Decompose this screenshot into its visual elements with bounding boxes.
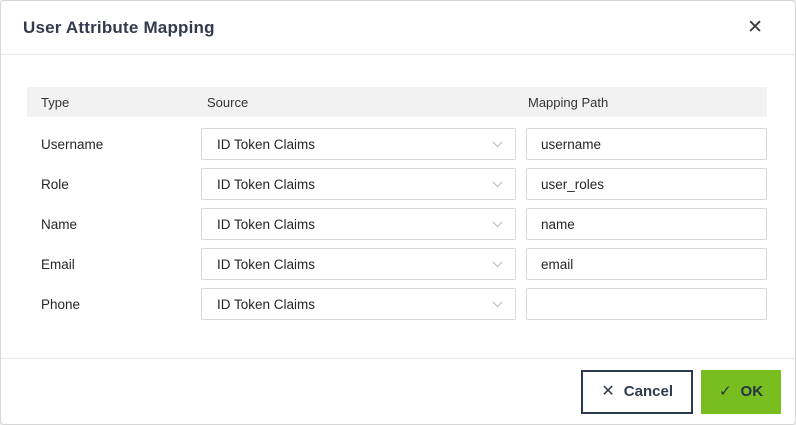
table-body: Username ID Token Claims Role ID Token C… <box>27 128 795 320</box>
mapping-path-input[interactable] <box>526 208 767 240</box>
table-row: Username ID Token Claims <box>27 128 767 160</box>
source-select[interactable]: ID Token Claims <box>201 128 516 160</box>
chevron-down-icon <box>492 301 503 308</box>
mapping-path-input[interactable] <box>526 168 767 200</box>
attribute-type-label: Email <box>41 256 75 272</box>
mapping-path-input[interactable] <box>526 288 767 320</box>
chevron-down-icon <box>492 221 503 228</box>
column-header-mapping-path: Mapping Path <box>528 94 609 110</box>
source-select-value: ID Token Claims <box>217 216 316 232</box>
source-select-value: ID Token Claims <box>217 296 316 312</box>
cancel-button-label: Cancel <box>623 383 673 400</box>
table-row: Name ID Token Claims <box>27 208 767 240</box>
dialog-header: User Attribute Mapping ✕ <box>1 1 795 55</box>
ok-check-icon: ✓ <box>718 383 732 400</box>
column-header-source: Source <box>207 94 249 110</box>
attribute-type-label: Name <box>41 216 78 232</box>
column-header-type: Type <box>41 94 70 110</box>
source-select[interactable]: ID Token Claims <box>201 248 516 280</box>
source-select[interactable]: ID Token Claims <box>201 168 516 200</box>
mapping-table: Type Source Mapping Path Username ID Tok… <box>1 55 795 320</box>
attribute-type-label: Username <box>41 136 104 152</box>
table-header-row: Type Source Mapping Path <box>27 87 767 117</box>
source-select-value: ID Token Claims <box>217 136 316 152</box>
source-select[interactable]: ID Token Claims <box>201 288 516 320</box>
table-row: Phone ID Token Claims <box>27 288 767 320</box>
chevron-down-icon <box>492 261 503 268</box>
table-row: Role ID Token Claims <box>27 168 767 200</box>
close-icon[interactable]: ✕ <box>747 17 763 38</box>
dialog-footer: ✕ Cancel ✓ OK <box>1 358 795 424</box>
ok-button-label: OK <box>740 383 764 400</box>
dialog-title: User Attribute Mapping <box>23 17 215 37</box>
table-row: Email ID Token Claims <box>27 248 767 280</box>
attribute-type-label: Role <box>41 176 69 192</box>
chevron-down-icon <box>492 181 503 188</box>
cancel-x-icon: ✕ <box>601 382 615 400</box>
mapping-path-input[interactable] <box>526 128 767 160</box>
chevron-down-icon <box>492 141 503 148</box>
ok-button[interactable]: ✓ OK <box>701 369 781 414</box>
attribute-type-label: Phone <box>41 296 81 312</box>
cancel-button[interactable]: ✕ Cancel <box>581 369 693 414</box>
source-select-value: ID Token Claims <box>217 256 316 272</box>
source-select-value: ID Token Claims <box>217 176 316 192</box>
source-select[interactable]: ID Token Claims <box>201 208 516 240</box>
mapping-path-input[interactable] <box>526 248 767 280</box>
